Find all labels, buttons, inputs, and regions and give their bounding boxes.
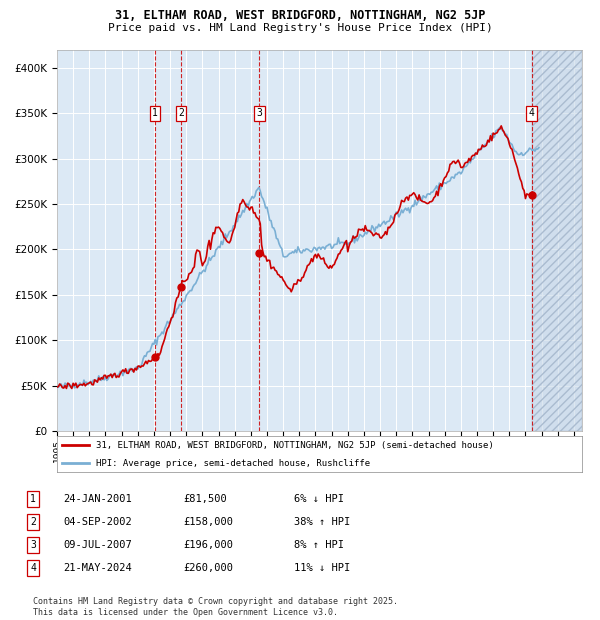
Text: 1: 1 <box>30 494 36 504</box>
Text: 38% ↑ HPI: 38% ↑ HPI <box>294 517 350 527</box>
Text: 8% ↑ HPI: 8% ↑ HPI <box>294 540 344 550</box>
Text: 4: 4 <box>529 108 535 118</box>
Text: 31, ELTHAM ROAD, WEST BRIDGFORD, NOTTINGHAM, NG2 5JP: 31, ELTHAM ROAD, WEST BRIDGFORD, NOTTING… <box>115 9 485 22</box>
Text: £81,500: £81,500 <box>183 494 227 504</box>
Text: 04-SEP-2002: 04-SEP-2002 <box>63 517 132 527</box>
Text: Contains HM Land Registry data © Crown copyright and database right 2025.
This d: Contains HM Land Registry data © Crown c… <box>33 598 398 617</box>
Text: £260,000: £260,000 <box>183 563 233 573</box>
Text: 2: 2 <box>178 108 184 118</box>
Bar <box>532 50 582 431</box>
Text: 11% ↓ HPI: 11% ↓ HPI <box>294 563 350 573</box>
Text: 21-MAY-2024: 21-MAY-2024 <box>63 563 132 573</box>
Text: 3: 3 <box>30 540 36 550</box>
Text: HPI: Average price, semi-detached house, Rushcliffe: HPI: Average price, semi-detached house,… <box>97 459 371 468</box>
Bar <box>532 50 582 431</box>
Text: £158,000: £158,000 <box>183 517 233 527</box>
Text: 09-JUL-2007: 09-JUL-2007 <box>63 540 132 550</box>
Text: 2: 2 <box>30 517 36 527</box>
Text: £196,000: £196,000 <box>183 540 233 550</box>
Text: Price paid vs. HM Land Registry's House Price Index (HPI): Price paid vs. HM Land Registry's House … <box>107 23 493 33</box>
Text: 4: 4 <box>30 563 36 573</box>
Text: 1: 1 <box>152 108 158 118</box>
Text: 6% ↓ HPI: 6% ↓ HPI <box>294 494 344 504</box>
Text: 24-JAN-2001: 24-JAN-2001 <box>63 494 132 504</box>
Text: 3: 3 <box>256 108 262 118</box>
Text: 31, ELTHAM ROAD, WEST BRIDGFORD, NOTTINGHAM, NG2 5JP (semi-detached house): 31, ELTHAM ROAD, WEST BRIDGFORD, NOTTING… <box>97 441 494 450</box>
